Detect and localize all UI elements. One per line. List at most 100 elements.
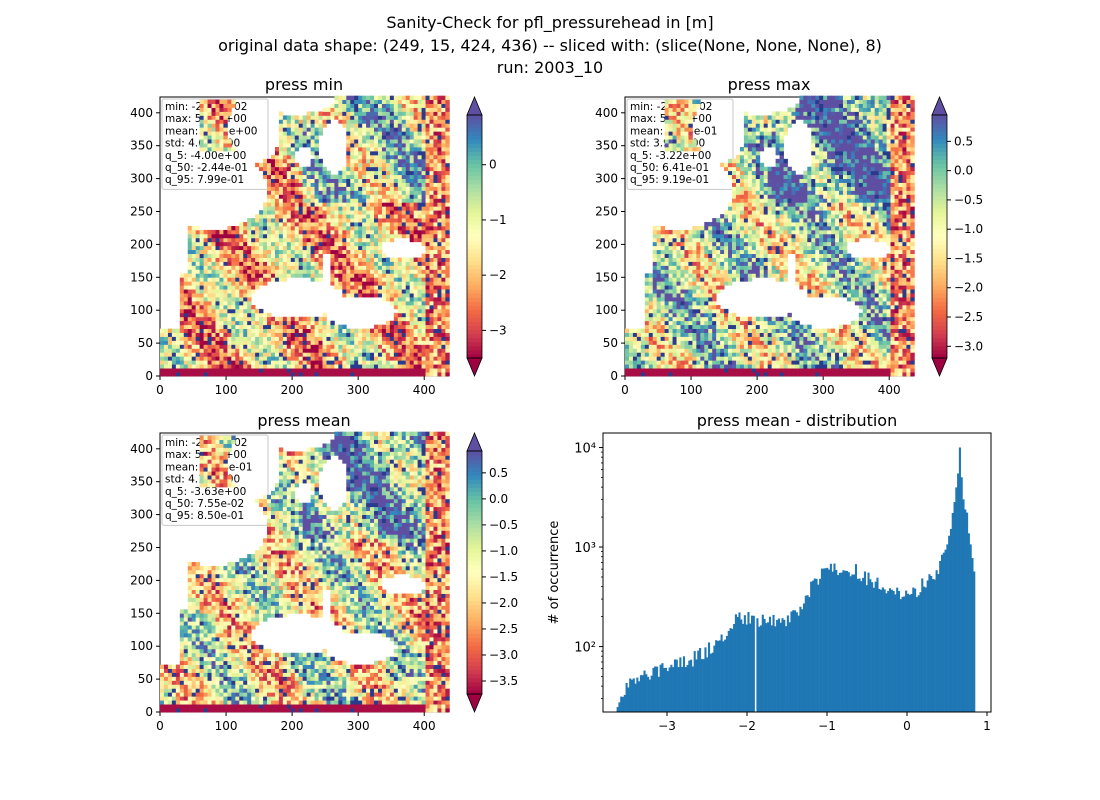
colorbar-segment (932, 171, 947, 177)
histogram-bar (901, 596, 904, 712)
histogram-bar (858, 578, 861, 712)
colorbar-tick-label: 0.5 (954, 134, 973, 148)
colorbar-segment (467, 459, 482, 464)
colorbar-segment (467, 613, 482, 618)
y-tick-label: 50 (138, 672, 153, 686)
colorbar-segment (467, 592, 482, 598)
histogram-bar (844, 570, 847, 712)
histogram-bar (885, 593, 888, 712)
colorbar-segment (467, 313, 482, 318)
colorbar-segment (932, 224, 947, 229)
colorbar-segment (467, 548, 482, 553)
x-tick-label: 400 (878, 383, 901, 397)
colorbar-segment (467, 653, 482, 659)
colorbar-segment (932, 220, 947, 225)
histogram-bar (767, 622, 770, 712)
colorbar-segment (467, 519, 482, 525)
colorbar-segment (932, 264, 947, 270)
histogram-bar (781, 618, 784, 712)
colorbar-segment (932, 204, 947, 209)
stats-line: q_95: 8.50e-01 (165, 510, 244, 522)
colorbar-tick-label: −3.0 (489, 648, 518, 662)
histogram-bar (915, 597, 918, 712)
colorbar-segment (467, 268, 482, 274)
colorbar-segment (467, 455, 482, 460)
colorbar-segment (467, 200, 482, 205)
histogram-bar (616, 707, 619, 712)
colorbar-segment (932, 272, 947, 278)
y-tick-label: 150 (130, 606, 153, 620)
colorbar-tick-label: −2.0 (954, 281, 983, 295)
map-panel-0 (160, 95, 450, 377)
histogram-bar (955, 487, 958, 712)
colorbar-segment (467, 289, 482, 294)
y-tick-label: 250 (595, 204, 618, 218)
histogram-bar (876, 577, 879, 712)
colorbar-segment (932, 313, 947, 318)
colorbar-segment (932, 248, 947, 254)
colorbar-2: 0.5 0.0 −0.5 −1.0 −1.5 −2.0 −2.5 −3.0 −3.5 (466, 431, 518, 714)
histogram-bar (731, 628, 734, 712)
histogram-bar (713, 645, 716, 712)
y-tick-label: 200 (130, 237, 153, 251)
colorbar-segment (932, 131, 947, 136)
histogram-bar (863, 571, 866, 712)
colorbar-segment (467, 669, 482, 675)
colorbar-segment (467, 523, 482, 529)
histogram-bar (742, 623, 745, 712)
colorbar-segment (467, 167, 482, 173)
colorbar-segment (467, 560, 482, 565)
panel-title: press mean (257, 411, 350, 430)
colorbar-segment (932, 135, 947, 140)
colorbar-segment (467, 183, 482, 189)
histogram-bar (935, 570, 938, 712)
histogram-bar (930, 575, 933, 712)
histogram-bar (785, 626, 788, 712)
axes-frame (602, 432, 992, 713)
histogram-bar (883, 589, 886, 712)
colorbar-segment (467, 293, 482, 298)
y-tick-label: 10⁴ (574, 442, 596, 457)
histogram-bar (697, 650, 700, 712)
colorbar-segment (467, 163, 482, 169)
colorbar-segment (932, 260, 947, 266)
colorbar-segment (467, 621, 482, 626)
colorbar-tick-label: −3.5 (489, 674, 518, 688)
histogram-bar (903, 596, 906, 712)
colorbar-segment (932, 236, 947, 242)
histogram-bar (691, 666, 694, 712)
histogram-bar (908, 594, 911, 712)
y-tick-label: 150 (595, 270, 618, 284)
colorbar-segment (467, 228, 482, 233)
colorbar-segment (932, 119, 947, 124)
histogram-bar (853, 574, 856, 712)
x-tick-label: 100 (680, 383, 703, 397)
y-tick-label: 50 (138, 336, 153, 350)
histogram-bar (724, 639, 727, 712)
histogram-bar (862, 577, 865, 712)
histogram-bar (919, 592, 922, 712)
colorbar-segment (932, 321, 947, 327)
histogram-bar (648, 679, 651, 712)
colorbar-tick-label: −1.0 (954, 222, 983, 236)
colorbar-segment (467, 143, 482, 148)
histogram-bar (937, 574, 940, 712)
histogram-bar (716, 640, 720, 712)
histogram-bar (953, 502, 956, 712)
histogram-bar (828, 569, 831, 712)
colorbar-segment (467, 236, 482, 242)
colorbar-frame (466, 114, 483, 359)
map-panel-2 (160, 431, 450, 713)
stats-line: q_5: -4.00e+00 (165, 150, 246, 162)
colorbar-segment (467, 677, 482, 683)
histogram-bar (899, 599, 902, 712)
colorbar-segment (932, 252, 947, 258)
colorbar-segment (467, 665, 482, 671)
colorbar-segment (467, 657, 482, 663)
colorbar-tick-label: 0 (489, 158, 497, 172)
colorbar-segment (467, 463, 482, 468)
colorbar-segment (467, 536, 482, 541)
x-tick-label: −3 (658, 719, 676, 733)
histogram-bar (826, 567, 829, 712)
histogram-bar (933, 579, 936, 712)
